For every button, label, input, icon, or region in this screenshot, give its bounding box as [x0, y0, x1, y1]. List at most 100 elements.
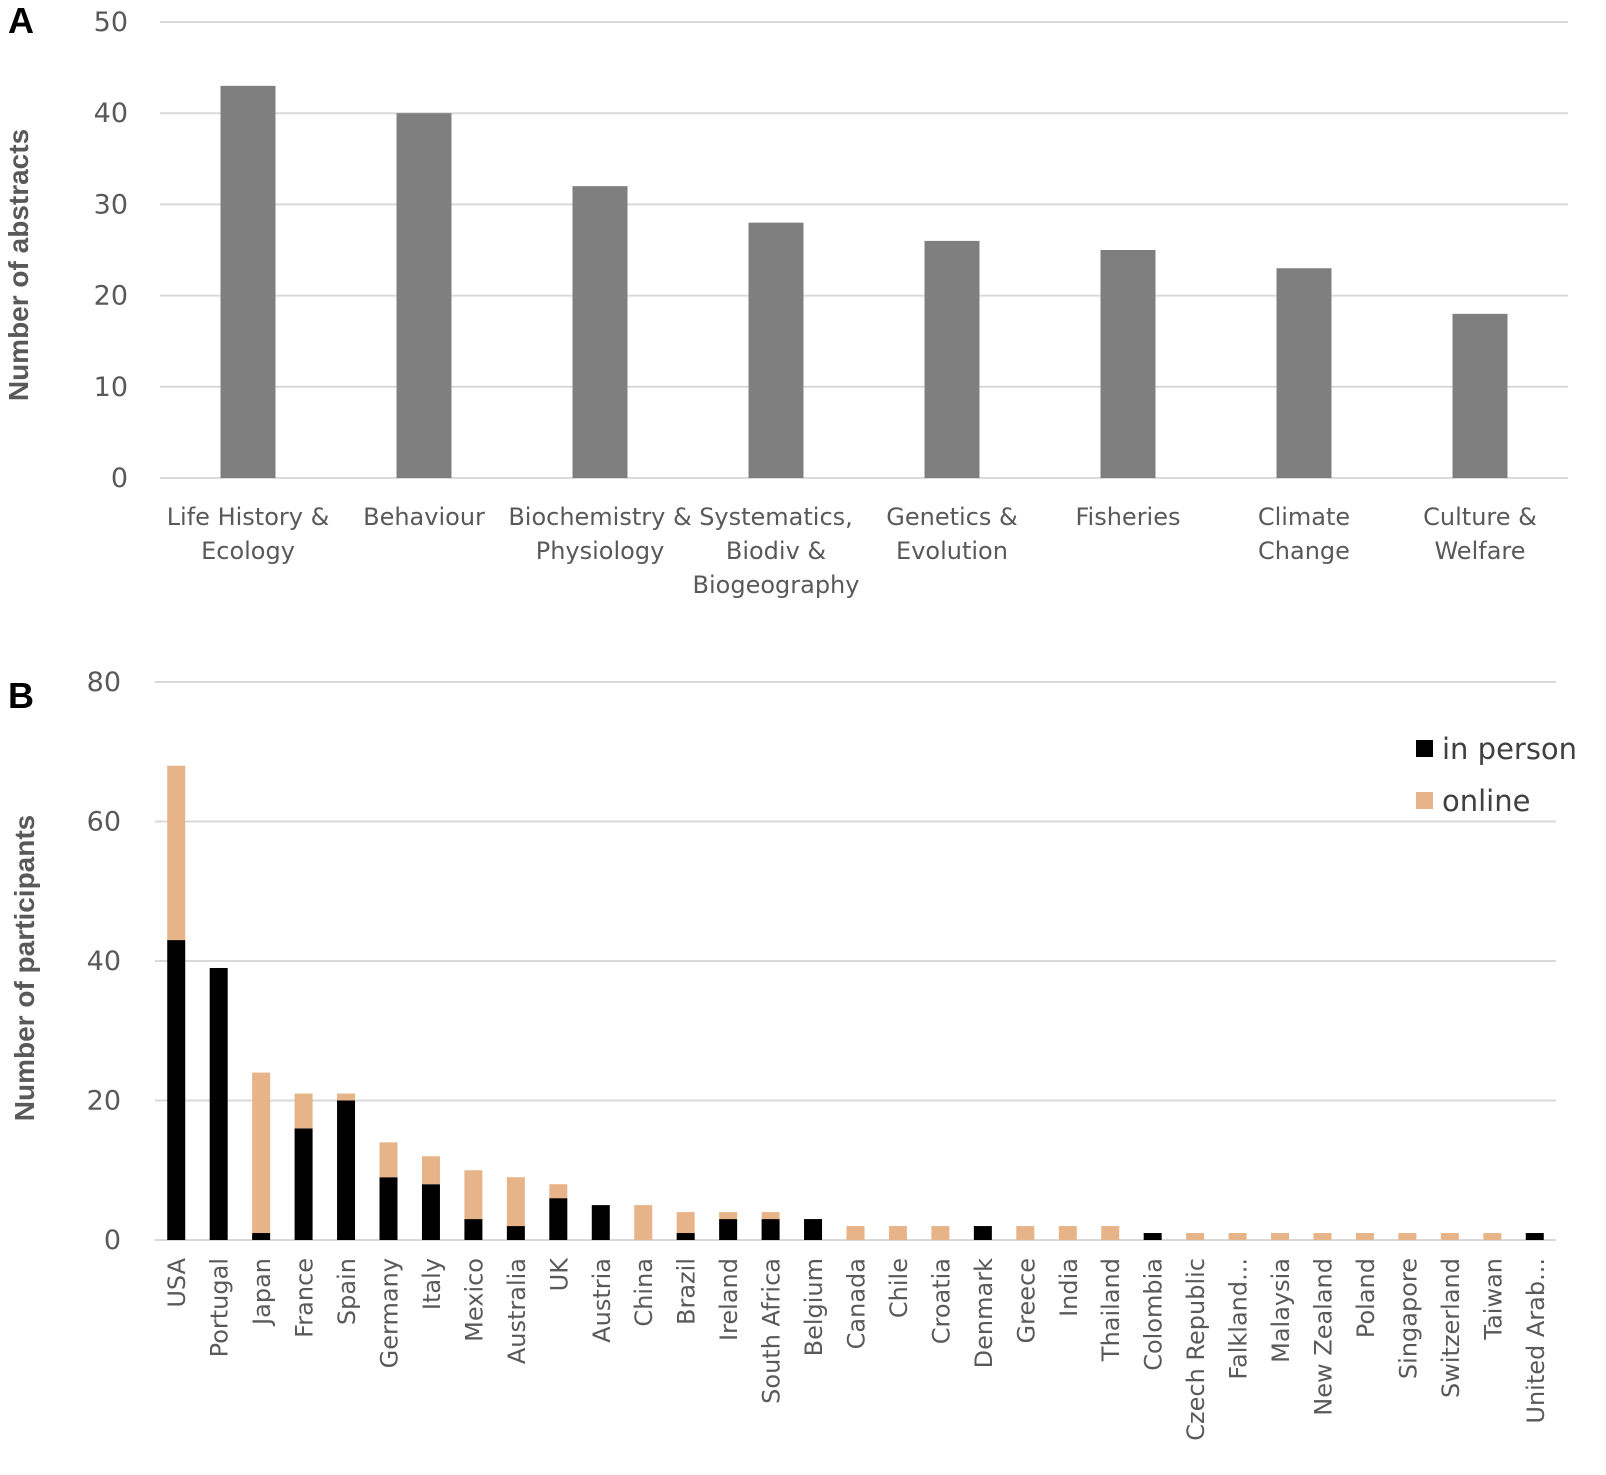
panel-a-bar-chart: A 0 10 20 30 40 50 Life History & Ecology Behav… [3, 0, 1568, 599]
x-label-behaviour: Behaviour [363, 503, 485, 531]
x-label-climate-change: Climate Change [1258, 503, 1350, 565]
x-label-belgium: Belgium [800, 1258, 828, 1356]
legend-swatch-in-person [1416, 740, 1433, 757]
x-label-germany: Germany [376, 1258, 404, 1368]
bar-switzerland-online [1440, 1233, 1459, 1240]
x-label-systematics-biodiv-biogeography: Systematics, Biodiv & Biogeography [693, 503, 860, 599]
x-label-south-africa: South Africa [758, 1258, 786, 1404]
bar-colombia-in-person [1143, 1233, 1162, 1240]
panel-a-y-axis-label: Number of abstracts [3, 129, 34, 401]
x-label-uk: UK [545, 1257, 573, 1292]
bar-croatia-online [931, 1226, 950, 1240]
x-label-mexico: Mexico [460, 1258, 488, 1342]
bar-behaviour [396, 113, 452, 478]
x-label-line: Fisheries [1075, 503, 1180, 531]
panel-b-bars [167, 765, 1544, 1240]
panel-b-stacked-bar-chart: B 0 20 40 60 80 USA Portugal Japan France Spain G… [8, 667, 1577, 1441]
y-tick-b-20: 20 [87, 1086, 121, 1117]
bar-south-africa-in-person [761, 1219, 780, 1240]
bar-china-online [634, 1205, 653, 1240]
y-tick-b-0: 0 [104, 1225, 121, 1256]
x-label-croatia: Croatia [927, 1258, 955, 1344]
x-label-falkland: Falkland... [1225, 1258, 1253, 1380]
x-label-colombia: Colombia [1140, 1258, 1168, 1371]
bar-usa-online [167, 765, 186, 941]
x-label-new-zealand: New Zealand [1310, 1258, 1338, 1416]
bar-japan-online [252, 1072, 271, 1234]
bar-taiwan-online [1483, 1233, 1502, 1240]
y-tick-a-50: 50 [94, 7, 128, 38]
x-label-life-history-ecology: Life History & Ecology [167, 503, 330, 565]
x-label-greece: Greece [1012, 1258, 1040, 1343]
x-label-usa: USA [163, 1257, 191, 1307]
bar-thailand-online [1101, 1226, 1120, 1240]
bar-czech-republic-online [1186, 1233, 1205, 1240]
bar-new-zealand-online [1313, 1233, 1332, 1240]
bar-portugal-in-person [209, 967, 228, 1240]
bar-united-arab-in-person [1525, 1233, 1544, 1240]
legend-label-in-person: in person [1442, 732, 1577, 766]
bar-france-in-person [294, 1128, 313, 1240]
x-label-line: Change [1258, 537, 1350, 565]
bar-ireland-in-person [719, 1219, 738, 1240]
x-label-portugal: Portugal [206, 1258, 234, 1357]
bar-belgium-in-person [804, 1219, 823, 1240]
x-label-genetics-evolution: Genetics & Evolution [886, 503, 1017, 565]
bar-italy-in-person [421, 1184, 440, 1240]
x-label-brazil: Brazil [673, 1258, 701, 1325]
x-label-fisheries: Fisheries [1075, 503, 1180, 531]
x-label-biochemistry-physiology: Biochemistry & Physiology [508, 503, 691, 565]
bar-uk-online [549, 1184, 568, 1199]
x-label-line: Culture & [1423, 503, 1537, 531]
x-label-line: Physiology [536, 537, 665, 565]
x-label-spain: Spain [333, 1258, 361, 1325]
panel-b-gridlines [155, 681, 1556, 1241]
bar-ireland-online [719, 1212, 738, 1220]
bar-india-online [1058, 1226, 1077, 1240]
x-label-czech-republic: Czech Republic [1182, 1258, 1210, 1441]
bar-falkland-online [1228, 1233, 1247, 1240]
bar-culture-welfare [1452, 313, 1508, 478]
bar-malaysia-online [1271, 1233, 1290, 1240]
bar-canada-online [846, 1226, 865, 1240]
bar-spain-online [337, 1093, 356, 1101]
x-label-line: Climate [1258, 503, 1350, 531]
bar-france-online [294, 1093, 313, 1129]
y-tick-a-40: 40 [94, 98, 128, 129]
bar-brazil-online [676, 1212, 695, 1234]
bar-poland-online [1355, 1233, 1374, 1240]
y-tick-b-60: 60 [87, 807, 121, 838]
bar-biochemistry-physiology [572, 186, 628, 478]
panel-a-bars [220, 85, 1508, 478]
x-label-australia: Australia [503, 1258, 531, 1364]
x-label-united-arab: United Arab... [1522, 1258, 1550, 1424]
x-label-india: India [1055, 1258, 1083, 1317]
panel-a-letter: A [8, 0, 34, 41]
x-label-italy: Italy [418, 1258, 446, 1310]
bar-uk-in-person [549, 1198, 568, 1240]
x-label-austria: Austria [588, 1258, 616, 1343]
bar-mexico-in-person [464, 1219, 483, 1240]
bar-life-history-ecology [220, 85, 276, 478]
x-label-line: Biodiv & [726, 537, 826, 565]
x-label-france: France [291, 1258, 319, 1338]
y-tick-a-0: 0 [111, 463, 128, 494]
bar-fisheries [1100, 250, 1156, 478]
bar-genetics-evolution [924, 240, 980, 478]
bar-austria-in-person [591, 1205, 610, 1240]
x-label-singapore: Singapore [1394, 1258, 1422, 1379]
panel-b-letter: B [8, 675, 34, 716]
x-label-line: Genetics & [886, 503, 1017, 531]
panel-a-gridlines [160, 21, 1568, 479]
panel-a-y-ticks: 0 10 20 30 40 50 [94, 7, 128, 494]
x-label-line: Biochemistry & [508, 503, 691, 531]
bar-usa-in-person [167, 940, 186, 1240]
x-label-switzerland: Switzerland [1437, 1258, 1465, 1398]
x-label-line: Ecology [201, 537, 295, 565]
x-label-line: Evolution [896, 537, 1008, 565]
x-label-line: Behaviour [363, 503, 485, 531]
y-tick-a-30: 30 [94, 189, 128, 220]
x-label-denmark: Denmark [970, 1258, 998, 1368]
bar-japan-in-person [252, 1233, 271, 1240]
